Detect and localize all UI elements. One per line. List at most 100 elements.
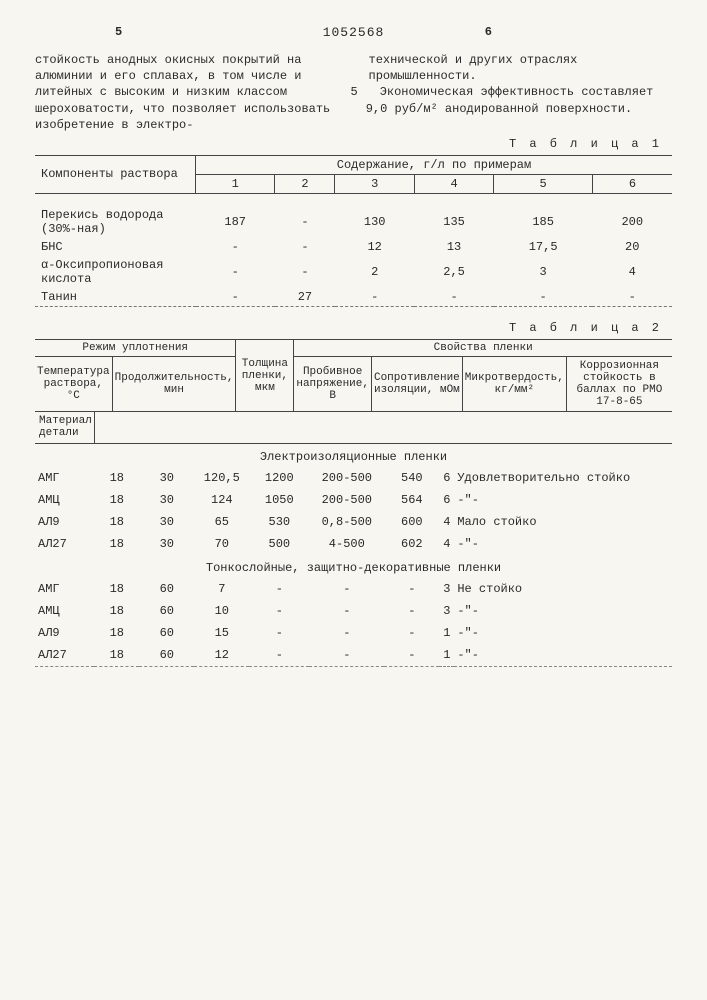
row-name: Перекись водорода (30%-ная) [35, 193, 196, 238]
cell: АМГ [35, 578, 94, 600]
cell: 20 [592, 238, 672, 256]
cell: - [309, 644, 384, 667]
cell: 600 [384, 511, 439, 533]
t1-col-6: 6 [592, 174, 672, 193]
doc-number: 1052568 [323, 25, 385, 40]
table-row: АЛ91830655300,8-5006004Мало стойко [35, 511, 672, 533]
right-para-1: технической и других отраслях промышленн… [369, 52, 673, 84]
t2-thickness: Толщина пленки, мкм [236, 339, 294, 411]
cell: 185 [494, 193, 593, 238]
cell: 30 [139, 511, 194, 533]
cell: 6 [439, 489, 454, 511]
t1-head-components: Компоненты раствора [35, 155, 196, 193]
cell: 60 [139, 622, 194, 644]
t1-col-4: 4 [414, 174, 493, 193]
table2-data: Материал детали Электроизоляционные плен… [35, 412, 672, 672]
t2-section1: Электроизоляционные пленки [35, 443, 672, 467]
row-name: α-Оксипропионовая кислота [35, 256, 196, 288]
cell: - [249, 578, 309, 600]
cell: 60 [139, 578, 194, 600]
right-para-2: Экономическая эффективность составляет 9… [366, 84, 672, 116]
cell: 17,5 [494, 238, 593, 256]
t2-section2: Тонкослойные, защитно-декоративные пленк… [35, 555, 672, 578]
left-column: стойкость анодных окисных покрытий на ал… [35, 52, 339, 133]
t2-temp: Температура раствора, °С [35, 356, 112, 411]
cell: 564 [384, 489, 439, 511]
margin-num: 5 [351, 84, 358, 116]
t2-hardness: Микротвердость, кг/мм² [462, 356, 566, 411]
cell: 18 [94, 511, 139, 533]
cell: - [414, 288, 493, 307]
cell: 500 [249, 533, 309, 555]
table-row: АЛ271830705004-5006024-"- [35, 533, 672, 555]
cell: 4 [592, 256, 672, 288]
cell: 1 [439, 622, 454, 644]
row-name: БНС [35, 238, 196, 256]
cell: АЛ9 [35, 511, 94, 533]
cell: - [384, 622, 439, 644]
cell: 12 [335, 238, 414, 256]
cell: 200 [592, 193, 672, 238]
cell: 187 [196, 193, 275, 238]
t1-col-3: 3 [335, 174, 414, 193]
t2-duration: Продолжительность, мин [112, 356, 236, 411]
t2-material: Материал детали [35, 412, 94, 443]
cell-note: -"- [454, 489, 672, 511]
page-num-left: 5 [115, 25, 122, 39]
body-text: стойкость анодных окисных покрытий на ал… [35, 52, 672, 133]
t2-props: Свойства пленки [294, 339, 672, 356]
cell: 200-500 [309, 467, 384, 489]
t1-col-2: 2 [275, 174, 335, 193]
table-row: АМЦ18301241050200-5005646-"- [35, 489, 672, 511]
cell: 1050 [249, 489, 309, 511]
cell: 13 [414, 238, 493, 256]
cell: 135 [414, 193, 493, 238]
cell: - [494, 288, 593, 307]
t1-head-content: Содержание, г/л по примерам [196, 155, 673, 174]
cell: - [384, 578, 439, 600]
cell: 70 [194, 533, 249, 555]
cell: 12 [194, 644, 249, 667]
cell: 27 [275, 288, 335, 307]
table-row: АМГ18607---3Не стойко [35, 578, 672, 600]
cell: 0,8-500 [309, 511, 384, 533]
cell-note: Мало стойко [454, 511, 672, 533]
right-column: технической и других отраслях промышленн… [369, 52, 673, 133]
cell: 30 [139, 489, 194, 511]
table2-label: Т а б л и ц а 2 [35, 321, 662, 335]
t2-corrosion: Коррозионная стойкость в баллах по РМО 1… [566, 356, 672, 411]
table2: Режим уплотнения Толщина пленки, мкм Сво… [35, 339, 672, 412]
cell-note: Удовлетворительно стойко [454, 467, 672, 489]
cell: 10 [194, 600, 249, 622]
cell: 30 [139, 533, 194, 555]
cell: - [249, 600, 309, 622]
cell-note: Не стойко [454, 578, 672, 600]
cell: АЛ27 [35, 533, 94, 555]
table1: Компоненты раствора Содержание, г/л по п… [35, 155, 672, 313]
cell: 2 [335, 256, 414, 288]
t2-breakdown: Пробивное напряжение, В [294, 356, 372, 411]
page-num-right: 6 [485, 25, 492, 39]
cell: 60 [139, 600, 194, 622]
table-row: АЛ9186015---1-"- [35, 622, 672, 644]
table-row: АЛ27186012---1-"- [35, 644, 672, 667]
cell: - [275, 238, 335, 256]
cell: 130 [335, 193, 414, 238]
cell: - [309, 622, 384, 644]
cell: 6 [439, 467, 454, 489]
cell: 602 [384, 533, 439, 555]
cell: 18 [94, 467, 139, 489]
cell: 4 [439, 533, 454, 555]
cell: - [592, 288, 672, 307]
table1-label: Т а б л и ц а 1 [35, 137, 662, 151]
cell: АЛ9 [35, 622, 94, 644]
cell: АМЦ [35, 600, 94, 622]
cell: 200-500 [309, 489, 384, 511]
t1-col-1: 1 [196, 174, 275, 193]
table-row: Перекись водорода (30%-ная)187-130135185… [35, 193, 672, 238]
cell: - [309, 600, 384, 622]
cell-note: -"- [454, 533, 672, 555]
cell: 530 [249, 511, 309, 533]
cell: 15 [194, 622, 249, 644]
cell: АМГ [35, 467, 94, 489]
